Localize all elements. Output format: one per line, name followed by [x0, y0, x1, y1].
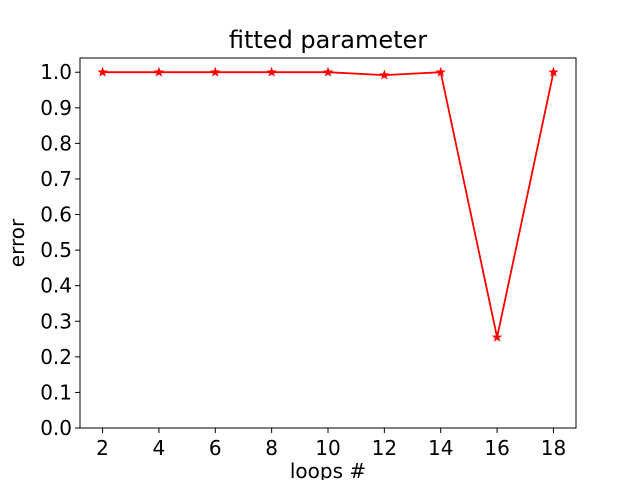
data-point-star	[491, 331, 503, 342]
y-tick-label: 0.0	[40, 416, 72, 440]
x-tick-label: 2	[96, 436, 109, 460]
data-point-star	[266, 66, 277, 77]
x-tick-label: 12	[372, 436, 397, 460]
y-tick-label: 0.9	[40, 96, 72, 120]
x-tick-label: 8	[265, 436, 278, 460]
data-point-star	[210, 66, 221, 77]
x-tick-label: 18	[541, 436, 566, 460]
y-tick-label: 1.0	[40, 60, 72, 84]
x-tick-label: 10	[315, 436, 340, 460]
y-tick-label: 0.2	[40, 345, 72, 369]
x-tick-label: 16	[484, 436, 509, 460]
x-axis-label: loops #	[290, 459, 366, 480]
x-axis: 2 4 6 8 10 12 14 16 18	[96, 428, 566, 460]
x-tick-label: 6	[209, 436, 222, 460]
y-tick-label: 0.7	[40, 167, 72, 191]
data-point-star	[153, 66, 165, 77]
y-tick-label: 0.3	[40, 309, 72, 333]
data-point-star	[97, 66, 108, 77]
y-tick-label: 0.1	[40, 380, 72, 404]
series-line	[102, 71, 555, 338]
data-point-star	[379, 69, 390, 80]
data-point-star	[548, 66, 559, 77]
plot-area	[97, 66, 559, 342]
x-tick-label: 14	[428, 436, 453, 460]
y-tick-label: 0.4	[40, 274, 72, 298]
x-tick-label: 4	[153, 436, 166, 460]
y-axis-label: error	[5, 218, 29, 267]
data-point-star	[322, 66, 334, 77]
y-tick-label: 0.5	[40, 238, 72, 262]
y-axis: 0.0 0.1 0.2 0.3 0.4 0.5 0.6 0.7 0.8 0.9 1.0	[40, 60, 80, 440]
y-tick-label: 0.8	[40, 131, 72, 155]
axes-frame	[79, 57, 577, 429]
y-tick-label: 0.6	[40, 203, 72, 227]
chart-title: fitted parameter	[229, 26, 427, 54]
data-point-star	[435, 66, 446, 77]
